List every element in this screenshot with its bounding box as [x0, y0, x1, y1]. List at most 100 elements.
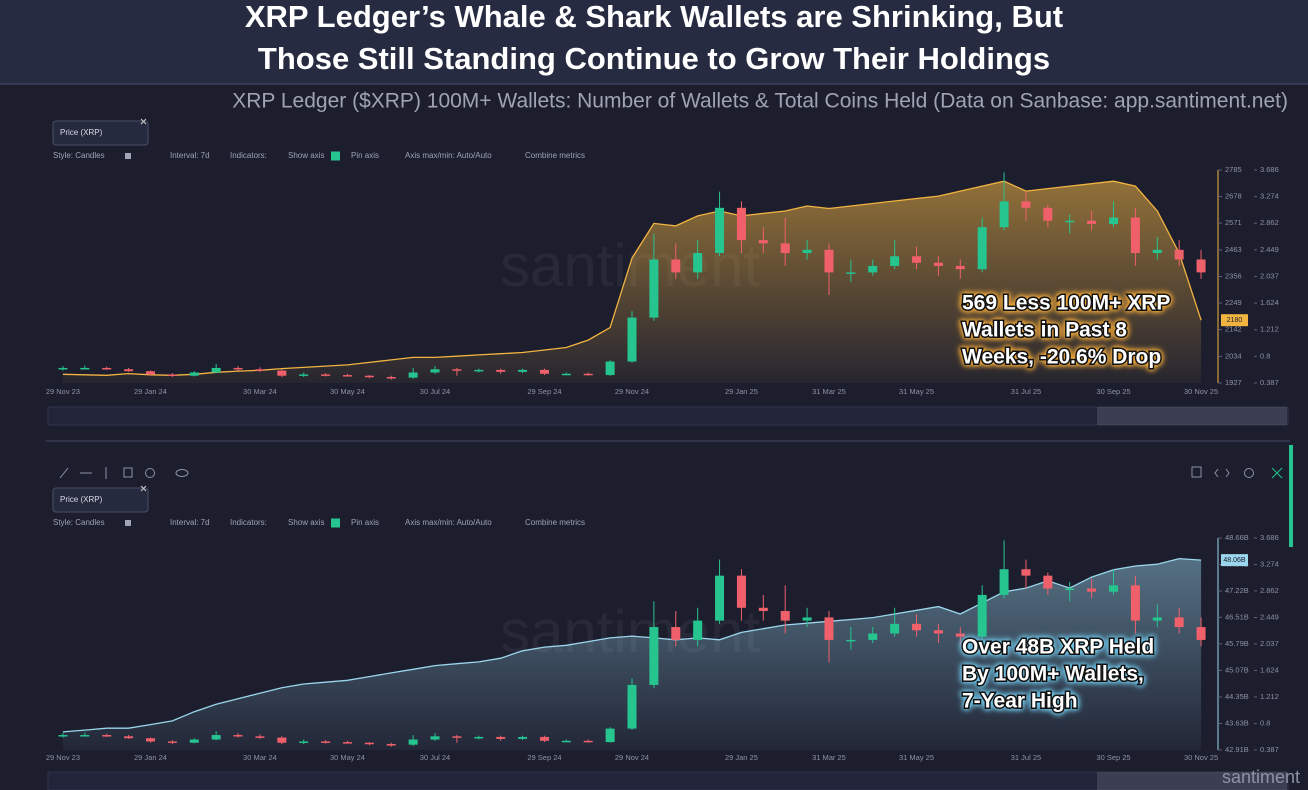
- candle-body: [583, 373, 593, 376]
- y2-tick-label: 3.274: [1260, 559, 1279, 568]
- toolbar-item[interactable]: Indicators:: [230, 151, 267, 160]
- toolbar-item[interactable]: Show axis: [288, 151, 324, 160]
- navigator-window[interactable]: [1097, 772, 1287, 790]
- toolbar-item[interactable]: Style: Candles: [53, 151, 105, 160]
- tool-icon[interactable]: [1271, 467, 1283, 479]
- navigator[interactable]: [47, 406, 1289, 426]
- chart-tools: [59, 466, 1283, 479]
- candle-body: [364, 375, 374, 378]
- candle-body: [1087, 588, 1097, 592]
- annotation: By 100M+ Wallets,: [962, 663, 1144, 686]
- y-tick-label: 42.91B: [1225, 745, 1249, 754]
- navigator-window[interactable]: [1097, 407, 1287, 425]
- x-tick-label: 30 Jul 24: [420, 753, 450, 762]
- chip-close[interactable]: [140, 118, 147, 125]
- x-tick-label: 30 Sep 25: [1096, 387, 1130, 396]
- toolbar-item[interactable]: Combine metrics: [525, 151, 585, 160]
- header-band: [0, 0, 1308, 84]
- toolbar-item[interactable]: Combine metrics: [525, 518, 585, 527]
- candle-body: [649, 627, 659, 685]
- tool-icon[interactable]: [1244, 468, 1254, 478]
- candle-body: [145, 371, 155, 375]
- x-tick-label: 29 Jan 25: [725, 753, 758, 762]
- candle-body: [627, 684, 637, 729]
- candle-body: [255, 369, 265, 371]
- candle-body: [955, 633, 965, 637]
- toolbar-item[interactable]: Interval: 7d: [170, 518, 210, 527]
- candle-body: [1196, 259, 1206, 273]
- y2-tick-label: 2.037: [1260, 639, 1279, 648]
- metric-chip[interactable]: [52, 487, 149, 513]
- last-value-label: 2180: [1227, 317, 1243, 324]
- candle-body: [999, 201, 1009, 228]
- candle-body: [102, 367, 112, 370]
- checkbox[interactable]: [331, 518, 340, 528]
- y2-tick-label: 0.387: [1260, 378, 1279, 387]
- candle-body: [649, 259, 659, 318]
- metric-name: Price (XRP): [60, 128, 103, 137]
- toolbar-item[interactable]: Show axis: [288, 518, 324, 527]
- area-line: [62, 557, 1202, 733]
- tool-icon[interactable]: [175, 469, 189, 477]
- candle-body: [342, 375, 352, 377]
- toolbar-item[interactable]: Interval: 7d: [170, 151, 210, 160]
- candle-body: [561, 740, 571, 743]
- candle-body: [977, 594, 987, 637]
- y2-tick-label: 3.686: [1260, 533, 1279, 542]
- color-swatch[interactable]: [125, 520, 131, 526]
- watermark-corner: santiment: [1222, 767, 1300, 787]
- x-tick-label: 30 Nov 25: [1184, 387, 1218, 396]
- candle-body: [605, 728, 615, 743]
- candle-body: [167, 374, 177, 376]
- checkbox[interactable]: [331, 151, 340, 161]
- y-tick-label: 44.35B: [1225, 692, 1249, 701]
- y2-tick-label: 0.8: [1260, 351, 1270, 360]
- y-tick-label: 2571: [1225, 218, 1242, 227]
- tool-icon[interactable]: [123, 467, 133, 478]
- candle-body: [1174, 249, 1184, 260]
- x-tick-label: 31 May 25: [899, 753, 934, 762]
- x-tick-label: 29 Nov 24: [615, 387, 649, 396]
- candle-body: [715, 575, 725, 621]
- candle-body: [189, 739, 199, 743]
- metric-chip[interactable]: [52, 120, 149, 146]
- toolbar-item[interactable]: Axis max/min: Auto/Auto: [405, 151, 492, 160]
- candle-body: [1087, 220, 1097, 224]
- candle-body: [955, 265, 965, 270]
- toolbar-item[interactable]: Axis max/min: Auto/Auto: [405, 518, 492, 527]
- color-swatch[interactable]: [125, 153, 131, 159]
- candle-body: [386, 376, 396, 379]
- area-fill: [62, 558, 1202, 750]
- candle-body: [124, 369, 134, 372]
- candle-body: [386, 744, 396, 746]
- x-tick-label: 31 Jul 25: [1011, 753, 1041, 762]
- toolbar-item[interactable]: Indicators:: [230, 518, 267, 527]
- x-tick-label: 29 Nov 24: [615, 753, 649, 762]
- candle-body: [802, 617, 812, 621]
- last-value-box: [1221, 314, 1248, 327]
- y2-tick-label: 1.624: [1260, 298, 1279, 307]
- annotation: Weeks, -20.6% Drop: [962, 346, 1161, 369]
- candle-body: [561, 373, 571, 376]
- candle-body: [1021, 569, 1031, 576]
- toolbar-item[interactable]: Style: Candles: [53, 518, 105, 527]
- tool-icon[interactable]: [59, 467, 69, 479]
- toolbar-item[interactable]: Pin axis: [351, 151, 379, 160]
- candle-body: [1130, 217, 1140, 254]
- candle-body: [846, 639, 856, 642]
- candle-body: [824, 617, 834, 640]
- navigator[interactable]: [47, 771, 1289, 790]
- candle-body: [693, 620, 703, 640]
- toolbar-item[interactable]: Pin axis: [351, 518, 379, 527]
- subtitle: XRP Ledger ($XRP) 100M+ Wallets: Number …: [232, 90, 1288, 113]
- candle-body: [999, 569, 1009, 595]
- y-tick-label: 2034: [1225, 351, 1242, 360]
- chip-close[interactable]: [140, 485, 147, 492]
- tool-icon[interactable]: [145, 468, 155, 478]
- y2-tick-label: 2.862: [1260, 218, 1279, 227]
- last-value-box: [1221, 554, 1248, 567]
- tool-icon[interactable]: [1191, 466, 1202, 478]
- tool-icon[interactable]: [1214, 468, 1230, 478]
- x-tick-label: 29 Jan 25: [725, 387, 758, 396]
- candle-body: [583, 740, 593, 743]
